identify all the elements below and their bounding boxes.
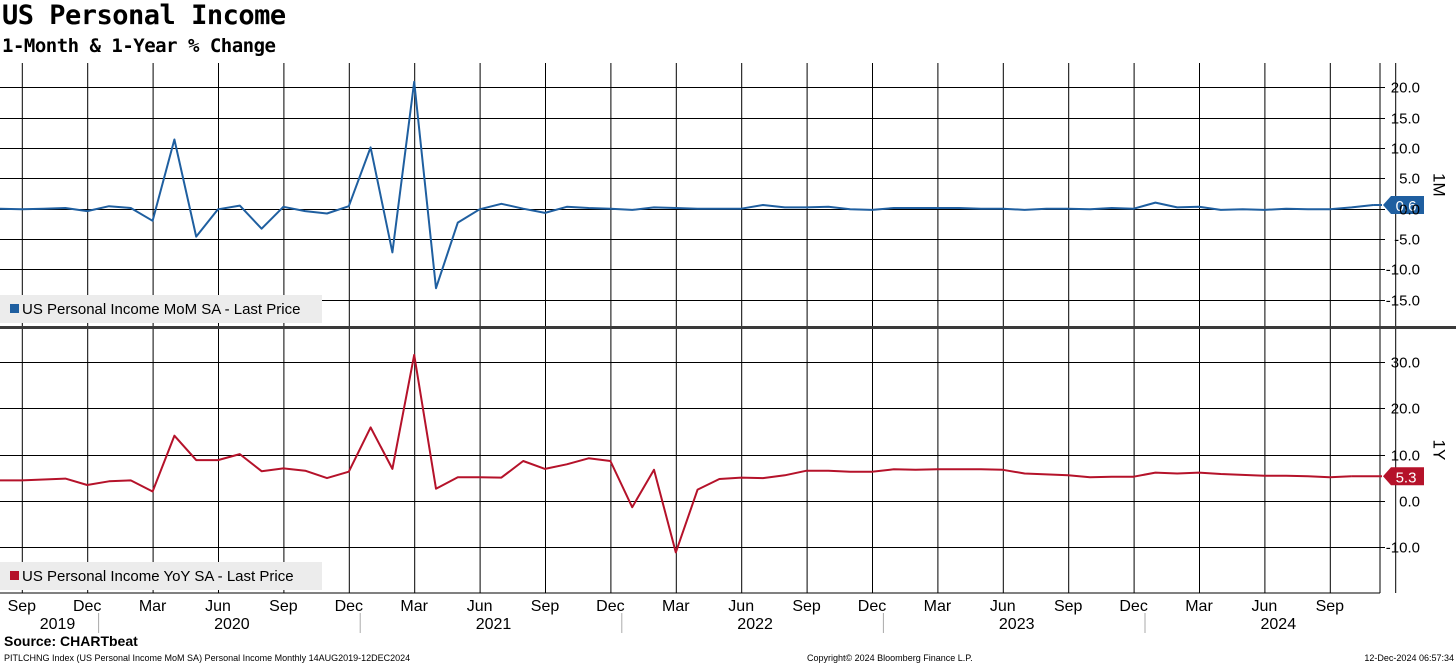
x-month-label: Jun [467, 598, 493, 615]
chart-title: US Personal Income [2, 0, 286, 31]
x-month-label: Jun [990, 598, 1016, 615]
mom-last-value-flag [1383, 196, 1424, 215]
x-month-label: Sep [1054, 598, 1083, 615]
mom-legend-label: US Personal Income MoM SA - Last Price [22, 301, 300, 318]
bottom-y-tick-label: 30.0 [1391, 355, 1420, 372]
yoy-legend-swatch [10, 571, 19, 580]
footer-timestamp: 12-Dec-2024 06:57:34 [1364, 653, 1454, 663]
x-month-label: Dec [335, 598, 363, 615]
yoy-last-value-label: 5.3 [1396, 469, 1417, 486]
x-month-label: Jun [205, 598, 231, 615]
yoy-series-line [0, 353, 1352, 554]
x-month-label: Sep [8, 598, 37, 615]
x-month-label: Sep [269, 598, 298, 615]
x-month-label: Mar [1185, 598, 1213, 615]
x-month-label: Dec [858, 598, 886, 615]
top-y-tick-label: 10.0 [1391, 141, 1420, 158]
top-y-tick-label: 5.0 [1399, 171, 1420, 188]
top-y-tick-label: -15.0 [1386, 293, 1420, 310]
x-year-label: 2021 [476, 616, 512, 633]
x-year-label: 2023 [999, 616, 1035, 633]
x-month-label: Jun [728, 598, 754, 615]
yoy-legend-box [0, 562, 322, 590]
x-month-label: Sep [1316, 598, 1345, 615]
footer-copyright: Copyright© 2024 Bloomberg Finance L.P. [807, 653, 973, 663]
mom-axis-label: 1M [1430, 173, 1449, 197]
yoy-axis-label: 1Y [1430, 440, 1449, 461]
panel-separator [0, 326, 1456, 329]
footer-ticker-info: PITLCHNG Index (US Personal Income MoM S… [4, 653, 411, 663]
x-month-label: Dec [73, 598, 101, 615]
x-month-label: Sep [792, 598, 821, 615]
top-y-tick-label: 20.0 [1391, 80, 1420, 97]
top-y-tick-label: -10.0 [1386, 262, 1420, 279]
bottom-y-tick-label: 0.0 [1399, 494, 1420, 511]
x-month-label: Jun [1252, 598, 1278, 615]
x-year-label: 2024 [1261, 616, 1297, 633]
x-month-label: Mar [400, 598, 428, 615]
mom-legend-swatch [10, 304, 19, 313]
x-month-label: Sep [531, 598, 560, 615]
bottom-y-tick-label: 10.0 [1391, 448, 1420, 465]
x-month-label: Mar [662, 598, 690, 615]
x-month-label: Dec [596, 598, 624, 615]
mom-series-line [0, 80, 1374, 290]
yoy-last-value-flag [1383, 467, 1424, 486]
x-month-label: Mar [924, 598, 952, 615]
top-y-tick-label: 15.0 [1391, 111, 1420, 128]
chart-subtitle: 1-Month & 1-Year % Change [2, 35, 276, 57]
source-note: Source: CHARTbeat [4, 633, 138, 649]
top-y-tick-label: 0.0 [1399, 202, 1420, 219]
x-year-label: 2022 [737, 616, 773, 633]
bottom-y-tick-label: 20.0 [1391, 401, 1420, 418]
x-month-label: Dec [1119, 598, 1147, 615]
x-month-label: Mar [139, 598, 167, 615]
mom-last-value-label: 0.6 [1396, 198, 1417, 215]
x-year-label: 2019 [40, 616, 76, 633]
bottom-y-tick-label: -10.0 [1386, 540, 1420, 557]
mom-legend-box [0, 295, 322, 323]
yoy-legend-label: US Personal Income YoY SA - Last Price [22, 568, 294, 585]
top-y-tick-label: -5.0 [1394, 232, 1420, 249]
x-year-label: 2020 [214, 616, 250, 633]
chart-area: 0.6 5.3 20.0 15.0 10.0 5.0 0.0 -5.0 -10.0 -15.0… [0, 63, 1456, 633]
